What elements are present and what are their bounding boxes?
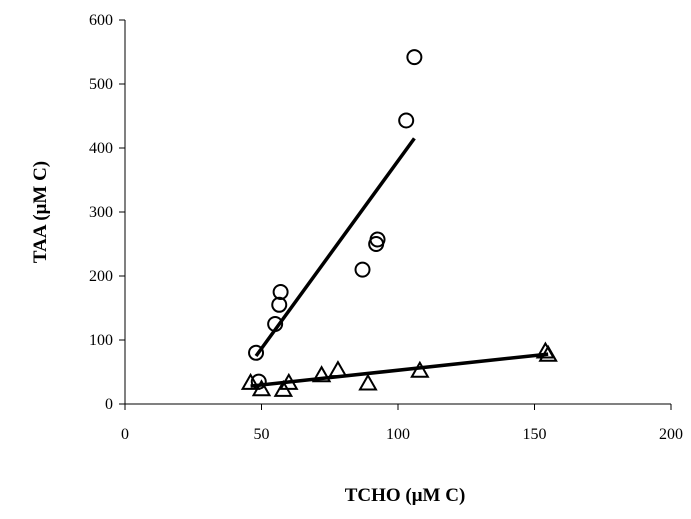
circle-data-point [271,296,288,313]
y-tick-label: 0 [105,396,113,413]
x-tick-label: 100 [386,426,410,443]
circle-data-point [354,261,371,278]
triangle-data-point [538,344,558,362]
x-tick-label: 150 [523,426,547,443]
circle-data-point [406,49,423,66]
x-tick-label: 200 [659,426,683,443]
triangle-data-point [240,372,261,390]
triangle-data-point [410,360,430,378]
circle-data-point [369,231,386,248]
x-tick-label: 0 [121,426,129,443]
y-tick-label: 500 [89,76,113,93]
y-tick-label: 200 [89,268,113,285]
triangle-data-point [311,365,332,383]
x-axis: 0 50 100 150 200 [121,403,683,443]
x-tick-label: 50 [254,426,270,443]
triangle-data-point [279,372,299,390]
y-axis: 0 100 200 300 400 500 600 [89,12,126,413]
y-tick-label: 400 [89,140,113,157]
y-axis-title: TAA (μM C) [30,161,51,263]
circle-series-trendline [254,137,416,358]
triangle-data-point [328,360,348,378]
data-points [240,49,558,397]
circle-data-point [398,112,415,129]
triangle-data-point [358,373,378,391]
circle-data-point [272,284,289,300]
circle-data-point [267,316,284,332]
y-tick-label: 600 [89,12,113,29]
x-axis-title: TCHO (μM C) [345,485,466,506]
circle-data-point [248,344,265,361]
y-tick-label: 100 [89,332,113,349]
y-tick-label: 300 [89,204,113,221]
triangle-series-trendline [250,352,549,388]
trendlines [250,137,549,388]
triangle-data-point [251,379,272,397]
